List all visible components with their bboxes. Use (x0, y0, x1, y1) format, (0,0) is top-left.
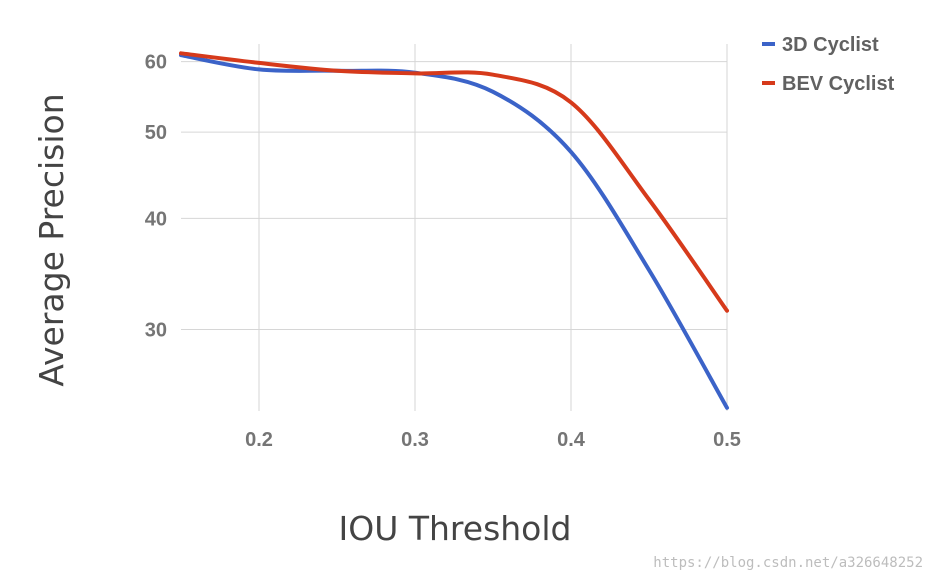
y-tick-label: 40 (145, 208, 167, 230)
y-tick-label: 30 (145, 320, 167, 342)
legend-label-3d-cyclist: 3D Cyclist (782, 34, 879, 56)
y-tick-label: 60 (145, 52, 167, 74)
series-line-3d-cyclist (179, 53, 729, 410)
x-tick-label: 0.5 (713, 429, 741, 451)
x-tick-label: 0.2 (245, 429, 273, 451)
grid (181, 44, 728, 411)
series-lines (179, 51, 729, 410)
y-axis-ticks: 30 40 50 60 (145, 52, 167, 342)
x-tick-label: 0.3 (401, 429, 429, 451)
y-axis-label: Average Precision (32, 93, 71, 386)
x-tick-label: 0.4 (557, 429, 586, 451)
legend-label-bev-cyclist: BEV Cyclist (782, 73, 895, 95)
x-axis-label: IOU Threshold (339, 509, 572, 548)
watermark: https://blog.csdn.net/a326648252 (653, 555, 923, 571)
series-line-bev-cyclist (179, 51, 729, 313)
x-axis-ticks: 0.2 0.3 0.4 0.5 (245, 429, 741, 451)
legend: 3D Cyclist BEV Cyclist (762, 34, 895, 95)
y-tick-label: 50 (145, 122, 167, 144)
